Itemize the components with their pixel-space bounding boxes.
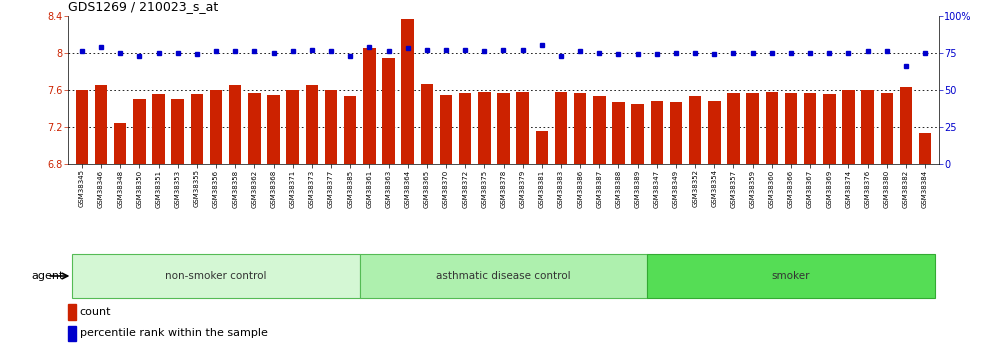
Bar <box>459 93 471 345</box>
Bar <box>229 85 242 345</box>
Text: asthmatic disease control: asthmatic disease control <box>436 271 571 281</box>
Bar <box>68 326 76 342</box>
Bar <box>248 93 261 345</box>
Bar <box>344 96 356 345</box>
Bar <box>823 94 836 345</box>
Bar <box>171 99 184 345</box>
Text: GDS1269 / 210023_s_at: GDS1269 / 210023_s_at <box>68 0 219 13</box>
FancyBboxPatch shape <box>73 254 359 298</box>
Bar <box>918 133 931 345</box>
Bar <box>555 92 567 345</box>
Bar <box>593 96 605 345</box>
Bar <box>708 101 721 345</box>
Bar <box>190 94 203 345</box>
Bar <box>114 123 127 345</box>
Bar <box>497 93 510 345</box>
Bar <box>478 91 490 345</box>
Bar <box>784 93 798 345</box>
Bar <box>689 96 701 345</box>
Bar <box>536 131 548 345</box>
Bar <box>76 90 89 345</box>
Bar <box>727 93 740 345</box>
Bar <box>364 48 376 345</box>
Bar <box>152 94 165 345</box>
Bar <box>421 84 433 345</box>
Bar <box>651 101 663 345</box>
Bar <box>765 92 778 345</box>
Text: non-smoker control: non-smoker control <box>165 271 267 281</box>
Text: percentile rank within the sample: percentile rank within the sample <box>80 328 268 338</box>
Bar <box>68 304 76 320</box>
Bar <box>325 90 337 345</box>
Bar <box>746 93 759 345</box>
Bar <box>880 93 893 345</box>
Bar <box>95 85 108 345</box>
FancyBboxPatch shape <box>359 254 648 298</box>
Text: agent: agent <box>31 271 63 281</box>
Bar <box>631 104 643 345</box>
Bar <box>861 90 874 345</box>
FancyBboxPatch shape <box>648 254 934 298</box>
Bar <box>286 90 299 345</box>
Bar <box>306 85 318 345</box>
Bar <box>440 95 452 345</box>
Bar <box>209 90 223 345</box>
Bar <box>842 90 855 345</box>
Text: count: count <box>80 307 111 317</box>
Text: smoker: smoker <box>771 271 811 281</box>
Bar <box>804 93 817 345</box>
Bar <box>517 92 529 345</box>
Bar <box>267 95 280 345</box>
Bar <box>402 19 414 345</box>
Bar <box>133 99 146 345</box>
Bar <box>574 93 586 345</box>
Bar <box>899 87 912 345</box>
Bar <box>670 102 682 345</box>
Bar <box>612 102 624 345</box>
Bar <box>383 58 395 345</box>
